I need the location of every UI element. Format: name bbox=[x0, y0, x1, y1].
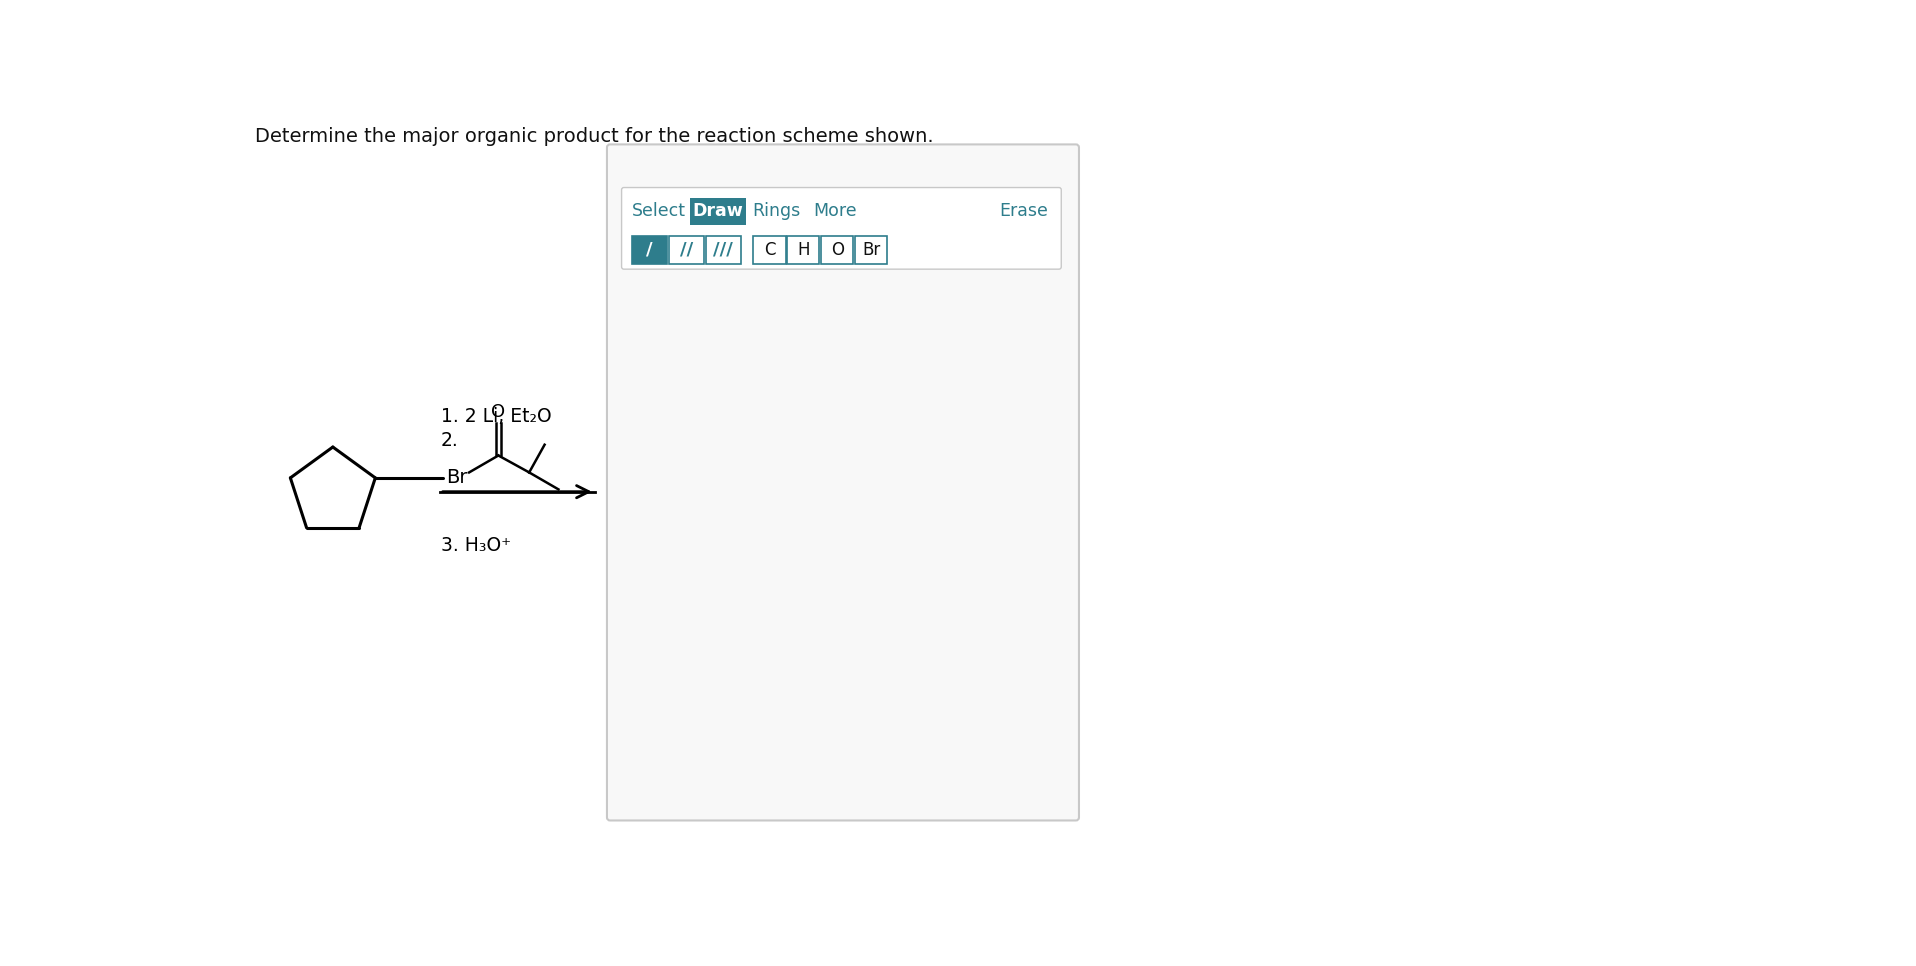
Bar bbox=[632, 236, 667, 264]
Text: ///: /// bbox=[713, 241, 734, 259]
Text: Erase: Erase bbox=[998, 203, 1048, 220]
Text: H: H bbox=[797, 241, 810, 259]
Text: Draw: Draw bbox=[692, 203, 743, 220]
Bar bbox=[753, 236, 786, 264]
Text: C: C bbox=[764, 241, 776, 259]
Bar bbox=[705, 236, 741, 264]
Bar bbox=[787, 236, 820, 264]
FancyBboxPatch shape bbox=[621, 187, 1061, 270]
Text: More: More bbox=[812, 203, 856, 220]
Text: 1. 2 Li, Et₂O: 1. 2 Li, Et₂O bbox=[441, 407, 552, 426]
FancyBboxPatch shape bbox=[607, 144, 1079, 820]
Bar bbox=[690, 197, 745, 225]
Bar bbox=[669, 236, 703, 264]
Text: /: / bbox=[646, 241, 653, 259]
Text: Br: Br bbox=[862, 241, 879, 259]
Text: O: O bbox=[490, 404, 506, 421]
Text: O: O bbox=[832, 241, 843, 259]
Text: Determine the major organic product for the reaction scheme shown.: Determine the major organic product for … bbox=[255, 127, 933, 146]
Bar bbox=[822, 236, 853, 264]
Text: Br: Br bbox=[446, 469, 468, 488]
Text: 2.: 2. bbox=[441, 432, 458, 450]
Text: //: // bbox=[680, 241, 694, 259]
Text: 3. H₃O⁺: 3. H₃O⁺ bbox=[441, 536, 512, 555]
Text: Select: Select bbox=[632, 203, 686, 220]
Bar bbox=[855, 236, 887, 264]
Text: Rings: Rings bbox=[753, 203, 801, 220]
